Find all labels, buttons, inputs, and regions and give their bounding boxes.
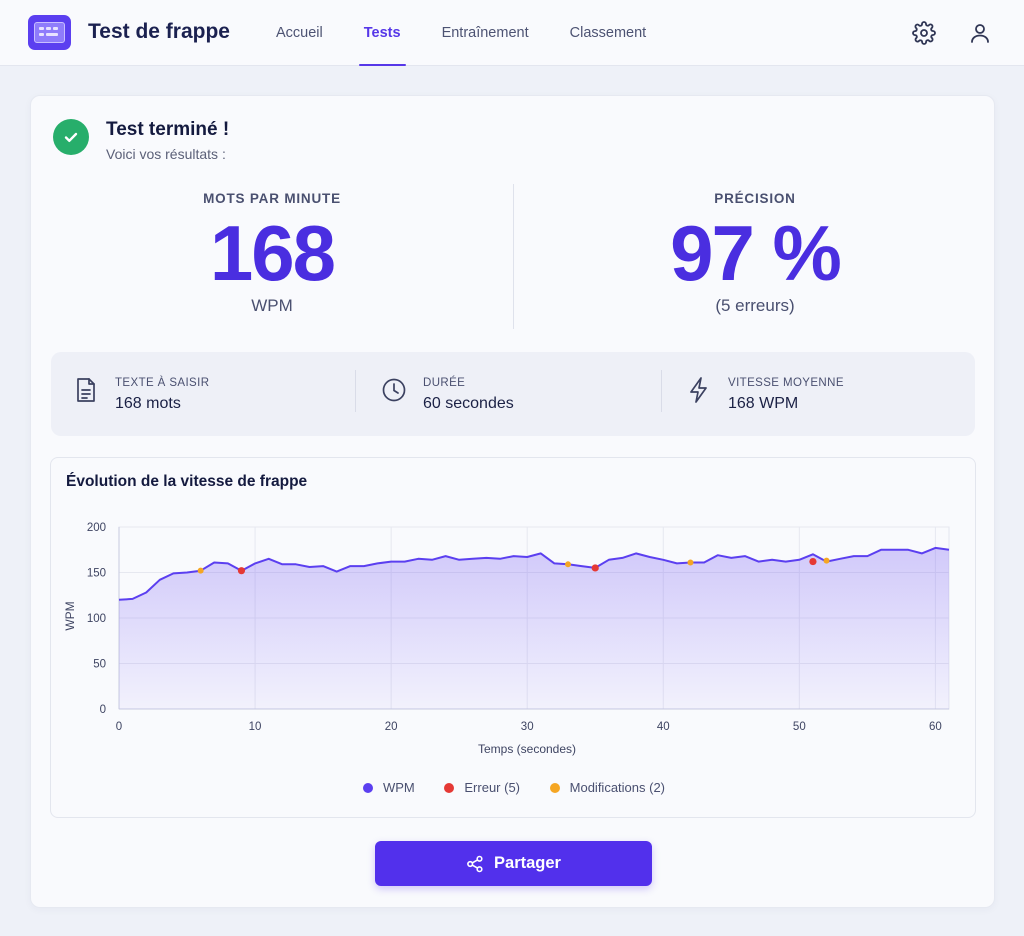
gear-icon[interactable] [912, 21, 936, 45]
nav-tests[interactable]: Tests [358, 0, 406, 66]
top-header: Test de frappe Accueil Tests Entraînemen… [0, 0, 1024, 66]
user-icon[interactable] [968, 21, 992, 45]
keyboard-logo-icon[interactable] [28, 15, 71, 50]
info-value: 168 WPM [728, 395, 799, 412]
error-marker[interactable] [591, 564, 599, 572]
share-button[interactable]: Partager [375, 841, 652, 886]
stat-divider [513, 184, 514, 329]
info-value: 168 mots [115, 395, 181, 412]
lightning-icon [686, 376, 712, 404]
error-marker[interactable] [237, 567, 246, 575]
result-title: Test terminé ! [106, 119, 230, 140]
nav-entrainement[interactable]: Entraînement [441, 25, 529, 41]
y-axis-label: WPM [63, 601, 77, 630]
x-tick-label: 30 [521, 721, 534, 733]
y-tick-label: 150 [87, 568, 106, 580]
x-axis-label: Temps (secondes) [478, 742, 576, 756]
modification-marker[interactable] [565, 561, 572, 568]
chart-markers [197, 557, 830, 575]
wpm-area [119, 547, 949, 709]
y-tick-label: 0 [100, 704, 106, 716]
speed-chart-panel: Évolution de la vitesse de frappe 0 50 100… [50, 457, 976, 818]
error-marker[interactable] [809, 557, 817, 566]
legend-label: WPM [382, 780, 415, 795]
modification-marker[interactable] [197, 567, 204, 574]
y-tick-label: 200 [87, 522, 106, 534]
precision-value: 97 % [670, 209, 842, 297]
chart-ticks: 0 50 100 150 200 0 10 20 30 40 50 60 [87, 522, 942, 733]
x-tick-label: 10 [249, 721, 262, 733]
info-divider [355, 370, 356, 412]
check-icon [53, 119, 89, 155]
legend-modification-dot [549, 782, 560, 793]
legend-errors[interactable]: Erreur (5) [444, 780, 520, 795]
chart-title: Évolution de la vitesse de frappe [66, 473, 308, 490]
document-icon [73, 376, 99, 404]
modification-marker[interactable] [687, 559, 694, 566]
info-divider [661, 370, 662, 412]
legend-label: Modifications (2) [569, 780, 666, 795]
clock-icon [381, 376, 407, 404]
x-tick-label: 50 [793, 721, 806, 733]
info-strip: TEXTE À SAISIR 168 mots DURÉE 60 seconde… [51, 352, 975, 436]
legend-label: Erreur (5) [464, 780, 521, 795]
wpm-stat: MOTS PAR MINUTE 168 WPM [31, 191, 513, 316]
info-label: VITESSE MOYENNE [728, 377, 844, 389]
y-tick-label: 100 [87, 613, 106, 625]
wpm-label: MOTS PAR MINUTE [203, 191, 341, 206]
x-tick-label: 60 [929, 721, 942, 733]
main-nav: Accueil Tests Entraînement Classement [276, 0, 687, 66]
nav-accueil[interactable]: Accueil [276, 25, 323, 41]
legend-error-dot [444, 782, 455, 793]
chart-legend: WPM Erreur (5) Modifications (2) [51, 780, 977, 796]
x-tick-label: 40 [657, 721, 670, 733]
share-label: Partager [494, 854, 561, 872]
x-tick-label: 0 [116, 721, 122, 733]
speed-chart: 0 50 100 150 200 0 10 20 30 40 50 60 Temps (seconde… [63, 522, 950, 756]
info-value: 60 secondes [423, 395, 514, 412]
wpm-value: 168 [209, 209, 336, 297]
legend-wpm[interactable]: WPM [362, 780, 415, 795]
x-tick-label: 20 [385, 721, 398, 733]
precision-stat: PRÉCISION 97 % (5 erreurs) [514, 191, 996, 316]
results-card: Test terminé ! Voici vos résultats : MOT… [30, 95, 995, 908]
app-title: Test de frappe [88, 20, 230, 43]
nav-classement[interactable]: Classement [569, 25, 647, 41]
wpm-line [118, 546, 950, 601]
y-tick-label: 50 [93, 659, 106, 671]
share-icon [467, 855, 483, 872]
result-subtitle: Voici vos résultats : [106, 146, 226, 162]
modification-marker[interactable] [823, 557, 830, 564]
precision-label: PRÉCISION [714, 191, 796, 206]
wpm-unit: WPM [251, 296, 293, 315]
info-label: DURÉE [423, 377, 466, 389]
legend-wpm-dot [362, 782, 373, 793]
info-label: TEXTE À SAISIR [115, 377, 210, 389]
precision-errors: (5 erreurs) [715, 296, 795, 315]
legend-modifications[interactable]: Modifications (2) [549, 780, 666, 795]
